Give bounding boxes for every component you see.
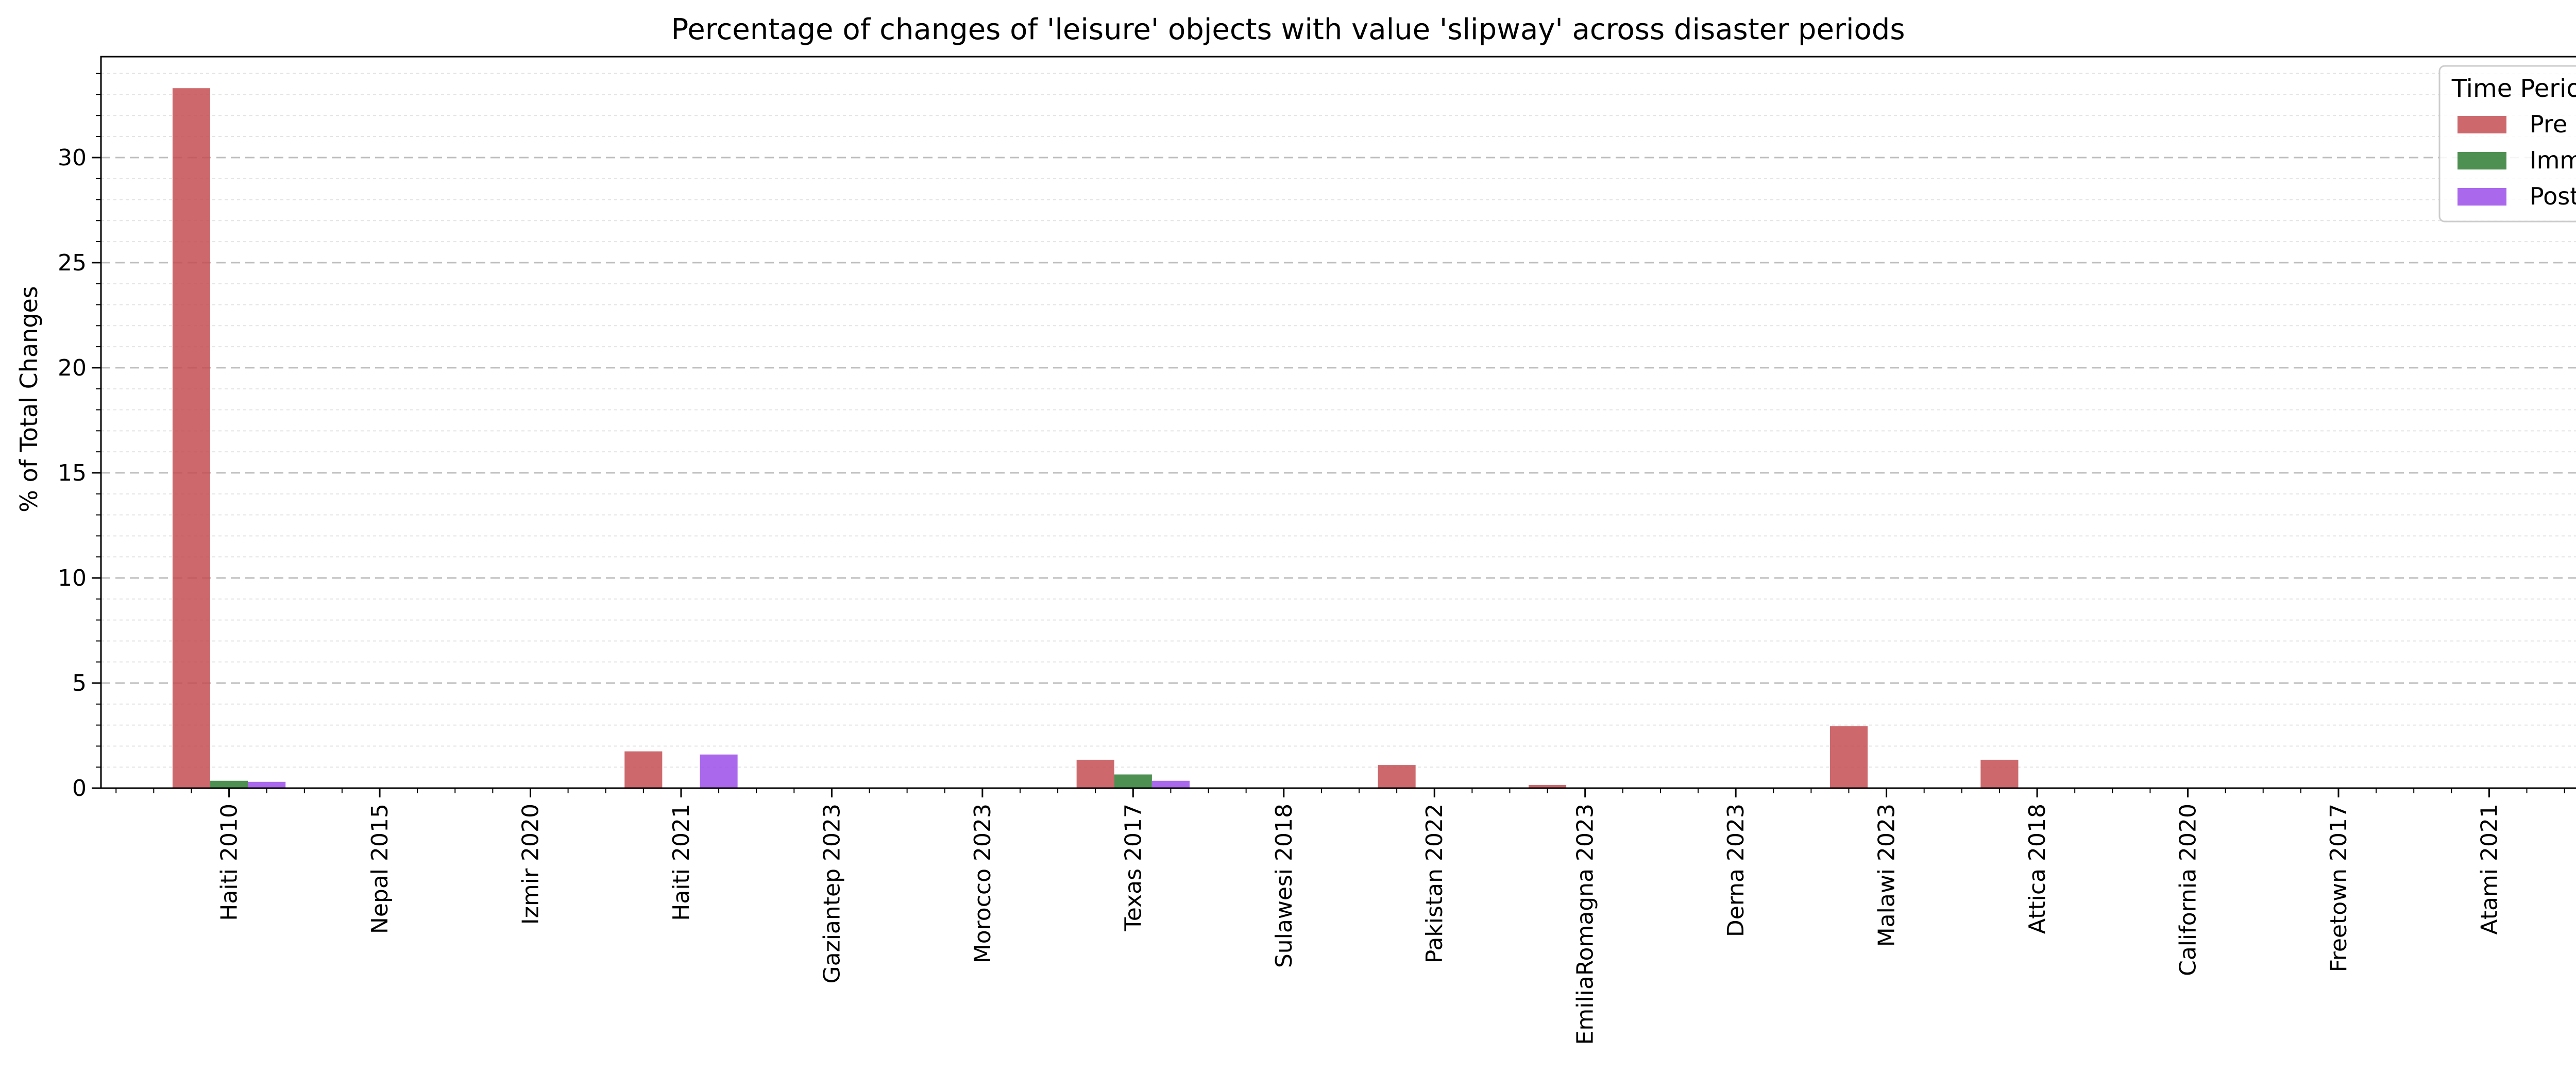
x-tick-label: Pakistan 2022 bbox=[1421, 804, 1448, 963]
y-tick-label: 5 bbox=[72, 670, 87, 696]
x-tick-label: Nepal 2015 bbox=[367, 804, 393, 934]
bar-pre bbox=[1529, 785, 1567, 788]
bar-pre bbox=[172, 88, 211, 788]
bar-pre bbox=[1829, 726, 1868, 788]
bar-post bbox=[1151, 780, 1190, 788]
bar-pre bbox=[1076, 759, 1114, 788]
x-tick-label: EmiliaRomagna 2023 bbox=[1572, 804, 1599, 1045]
legend-label-pre: Pre bbox=[2530, 110, 2567, 138]
bar-imm bbox=[210, 780, 248, 788]
y-axis-label: % of Total Changes bbox=[15, 286, 43, 512]
y-axis-ticks: 0 5 10 15 20 25 30 bbox=[58, 73, 101, 802]
y-tick-label: 25 bbox=[58, 250, 87, 276]
y-tick-label: 15 bbox=[58, 460, 87, 486]
x-tick-label: Derna 2023 bbox=[1723, 804, 1749, 937]
y-tick-label: 20 bbox=[58, 355, 87, 381]
y-tick-label: 10 bbox=[58, 565, 87, 591]
x-tick-label: Haiti 2021 bbox=[668, 804, 694, 921]
x-tick-label: Haiti 2010 bbox=[216, 804, 243, 921]
legend-label-imm: Imm bbox=[2530, 146, 2576, 174]
bar-pre bbox=[1980, 759, 2019, 788]
x-tick-label: Morocco 2023 bbox=[970, 804, 996, 963]
x-tick-label: Gaziantep 2023 bbox=[819, 804, 845, 983]
x-tick-label: Atami 2021 bbox=[2476, 804, 2502, 935]
y-tick-label: 30 bbox=[58, 145, 87, 171]
x-tick-label: Izmir 2020 bbox=[517, 804, 544, 925]
legend-title: Time Period bbox=[2451, 74, 2576, 103]
legend-swatch-post bbox=[2458, 188, 2506, 206]
bar-pre bbox=[624, 751, 663, 788]
legend: Time Period Pre Imm Post bbox=[2438, 65, 2576, 223]
bar-post bbox=[248, 781, 286, 788]
x-tick-label: Freetown 2017 bbox=[2326, 804, 2352, 972]
x-axis-ticks: Haiti 2010 Nepal 2015 Izmir 2020 Haiti 2021… bbox=[115, 788, 2565, 1045]
legend-swatch-pre bbox=[2458, 116, 2506, 133]
y-tick-label: 0 bbox=[72, 775, 87, 802]
bar-pre bbox=[1378, 765, 1416, 788]
chart-title: Percentage of changes of 'leisure' objec… bbox=[671, 13, 1905, 46]
legend-label-post: Post bbox=[2530, 182, 2576, 210]
bar-imm bbox=[1114, 774, 1152, 788]
legend-frame bbox=[2438, 65, 2576, 223]
bars bbox=[172, 88, 2019, 788]
legend-swatch-imm bbox=[2458, 152, 2506, 169]
grid-lines bbox=[101, 73, 2576, 768]
x-tick-label: Texas 2017 bbox=[1120, 804, 1146, 932]
x-tick-label: Sulawesi 2018 bbox=[1271, 804, 1297, 968]
x-tick-label: Malawi 2023 bbox=[1874, 804, 1900, 947]
x-tick-label: Attica 2018 bbox=[2024, 804, 2050, 934]
plot-frame bbox=[100, 56, 2576, 789]
bar-post bbox=[700, 754, 738, 788]
x-tick-label: California 2020 bbox=[2175, 804, 2201, 976]
